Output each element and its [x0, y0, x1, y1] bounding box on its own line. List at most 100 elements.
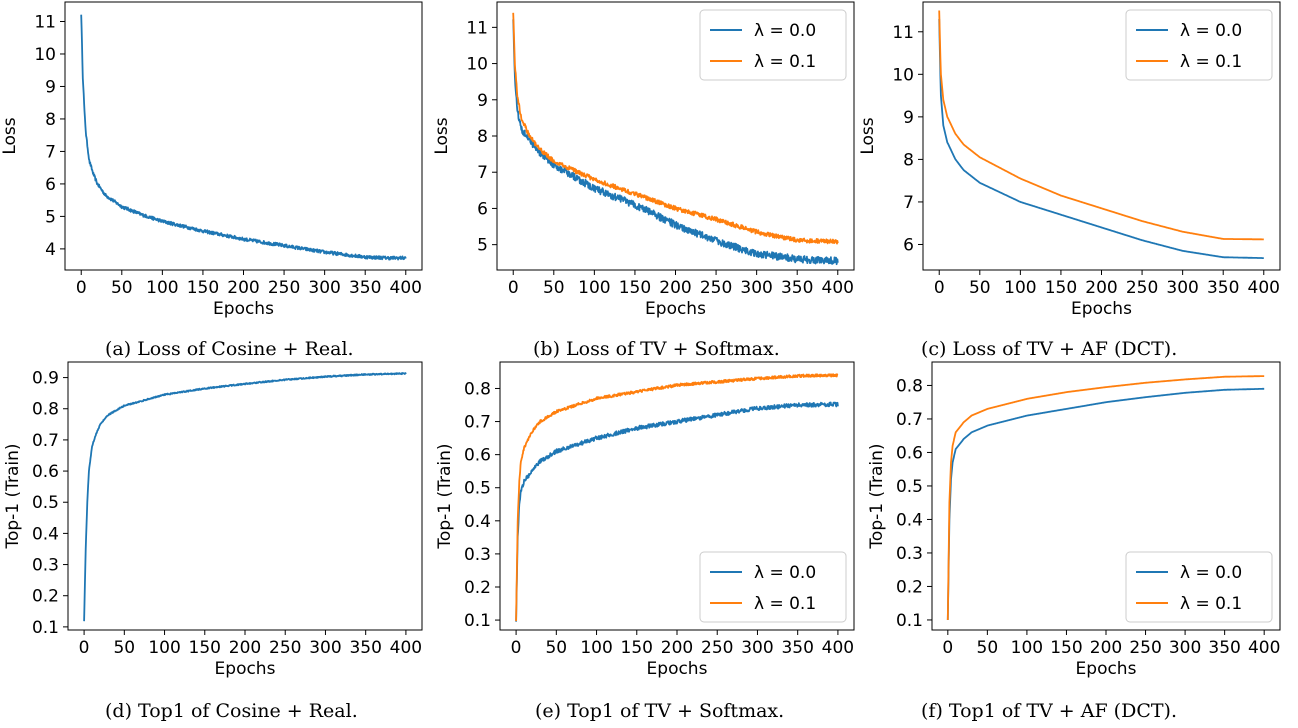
y-axis-label: Top-1 (Train) — [3, 443, 23, 549]
y-tick-label: 8 — [45, 110, 56, 130]
y-tick-label: 0.8 — [464, 379, 491, 399]
y-tick-label: 0.7 — [896, 410, 923, 430]
x-tick-label: 100 — [578, 278, 610, 298]
y-axis-label: Loss — [432, 117, 452, 154]
x-axis-label: Epochs — [1076, 659, 1137, 679]
x-tick-label: 150 — [1050, 638, 1082, 658]
series-line-lambda-0 — [512, 19, 839, 266]
legend-label: λ = 0.1 — [754, 52, 816, 72]
x-tick-label: 300 — [1166, 278, 1198, 298]
series-line-lambda-01 — [515, 373, 839, 622]
x-axis-label: Epochs — [215, 659, 276, 679]
x-axis-label: Epochs — [1071, 299, 1132, 319]
x-tick-label: 50 — [969, 278, 991, 298]
y-axis-label: Top-1 (Train) — [435, 443, 455, 549]
x-tick-label: 200 — [1090, 638, 1122, 658]
x-tick-label: 200 — [227, 278, 259, 298]
x-tick-label: 350 — [1207, 278, 1239, 298]
y-tick-label: 0.4 — [896, 510, 923, 530]
legend-box — [1125, 551, 1273, 623]
y-axis-label: Loss — [858, 117, 878, 154]
x-tick-label: 50 — [545, 638, 567, 658]
chart-b: 0 50 100 150 200 250 300 350 400 5 6 7 8 9 10 11 Epochs L… — [432, 1, 855, 319]
y-tick-label: 10 — [34, 45, 56, 65]
x-tick-label: 400 — [390, 638, 422, 658]
chart-f: 0 50 100 150 200 250 300 350 400 0.1 0.2 0.3 0.4 0.5 0… — [867, 361, 1281, 679]
x-tick-label: 0 — [79, 638, 90, 658]
x-tick-label: 200 — [661, 638, 693, 658]
y-axis-label: Top-1 (Train) — [867, 443, 887, 549]
y-tick-label: 0.5 — [464, 479, 491, 499]
x-tick-label: 350 — [781, 278, 813, 298]
y-tick-label: 0.6 — [32, 462, 59, 482]
y-tick-label: 0.6 — [896, 443, 923, 463]
y-tick-label: 0.1 — [32, 618, 59, 638]
y-tick-label: 10 — [466, 55, 488, 75]
y-tick-label: 0.4 — [32, 524, 59, 544]
legend-label: λ = 0.0 — [1180, 21, 1242, 41]
x-tick-label: 250 — [268, 278, 300, 298]
x-tick-label: 250 — [700, 278, 732, 298]
y-tick-label: 0.2 — [464, 578, 491, 598]
x-tick-label: 0 — [934, 278, 945, 298]
x-tick-label: 150 — [619, 278, 651, 298]
series-line-lambda-01 — [512, 12, 839, 245]
x-tick-label: 0 — [942, 638, 953, 658]
legend: λ = 0.0 λ = 0.1 — [699, 9, 847, 81]
x-tick-label: 100 — [148, 638, 180, 658]
x-tick-label: 350 — [1208, 638, 1240, 658]
legend-label: λ = 0.0 — [754, 563, 816, 583]
legend-box — [1125, 9, 1273, 81]
x-tick-label: 200 — [1085, 278, 1117, 298]
y-tick-label: 0.1 — [896, 611, 923, 631]
x-tick-label: 150 — [621, 638, 653, 658]
x-tick-label: 50 — [543, 278, 565, 298]
legend: λ = 0.0 λ = 0.1 — [1125, 551, 1273, 623]
x-tick-label: 400 — [1248, 278, 1280, 298]
y-tick-label: 9 — [477, 91, 488, 111]
x-axis-label: Epochs — [213, 299, 274, 319]
x-tick-label: 300 — [741, 638, 773, 658]
chart-c: 0 50 100 150 200 250 300 350 400 6 7 8 9 10 11 Epochs Lo… — [858, 1, 1281, 319]
x-tick-label: 400 — [390, 278, 422, 298]
x-tick-label: 0 — [76, 278, 87, 298]
x-tick-label: 200 — [659, 278, 691, 298]
y-tick-label: 8 — [477, 127, 488, 147]
x-tick-label: 300 — [308, 278, 340, 298]
y-tick-label: 0.7 — [464, 413, 491, 433]
x-tick-label: 50 — [113, 638, 135, 658]
y-tick-label: 0.9 — [32, 369, 59, 389]
y-tick-label: 0.4 — [464, 512, 491, 532]
plot-frame — [67, 361, 423, 631]
x-tick-label: 100 — [1004, 278, 1036, 298]
series-line-lambda-01 — [946, 375, 1265, 621]
y-tick-label: 11 — [892, 23, 914, 43]
y-tick-label: 6 — [903, 235, 914, 255]
x-tick-label: 350 — [349, 278, 381, 298]
legend: λ = 0.0 λ = 0.1 — [1125, 9, 1273, 81]
y-tick-label: 0.7 — [32, 431, 59, 451]
y-tick-label: 11 — [466, 18, 488, 38]
caption-d: (d) Top1 of Cosine + Real. — [105, 700, 358, 722]
legend-label: λ = 0.1 — [1180, 52, 1242, 72]
chart-e: 0 50 100 150 200 250 300 350 400 0.1 0.2 0.3 0.4 0.5 0… — [435, 361, 855, 679]
series-line-lambda-0 — [946, 387, 1265, 621]
x-tick-label: 50 — [111, 278, 133, 298]
y-axis-label: Loss — [0, 117, 20, 154]
y-tick-label: 10 — [892, 65, 914, 85]
caption-b: (b) Loss of TV + Softmax. — [533, 338, 780, 360]
legend: λ = 0.0 λ = 0.1 — [699, 551, 847, 623]
x-tick-label: 100 — [580, 638, 612, 658]
y-tick-label: 8 — [903, 150, 914, 170]
x-tick-label: 150 — [1045, 278, 1077, 298]
x-tick-label: 300 — [1169, 638, 1201, 658]
y-tick-label: 0.2 — [32, 587, 59, 607]
y-tick-label: 0.3 — [896, 544, 923, 564]
legend-label: λ = 0.1 — [754, 594, 816, 614]
legend-box — [699, 551, 847, 623]
x-tick-label: 150 — [187, 278, 219, 298]
x-axis-label: Epochs — [647, 659, 708, 679]
x-tick-label: 250 — [1129, 638, 1161, 658]
series-line-lambda-01 — [938, 10, 1265, 241]
